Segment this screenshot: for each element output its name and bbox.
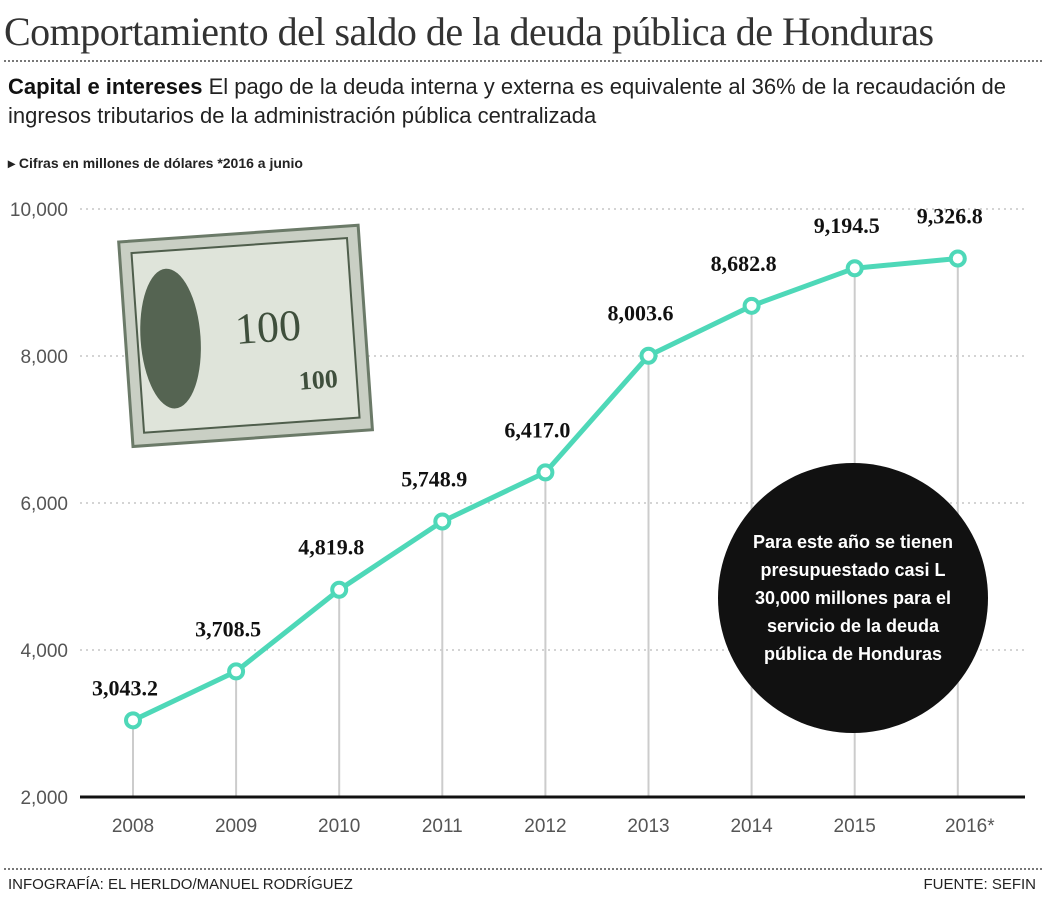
money-denomination-2: 100 bbox=[298, 364, 339, 396]
info-bubble: Para este año se tienen presupuestado ca… bbox=[718, 463, 988, 733]
x-tick-label: 2016* bbox=[945, 816, 995, 837]
data-label: 8,003.6 bbox=[608, 301, 674, 326]
credit: INFOGRAFÍA: EL HERLDO/MANUEL RODRÍGUEZ bbox=[8, 876, 353, 893]
data-point bbox=[330, 580, 349, 599]
data-point bbox=[948, 249, 967, 268]
y-tick-label: 2,000 bbox=[20, 788, 68, 809]
chart-title: Comportamiento del saldo de la deuda púb… bbox=[4, 9, 934, 54]
data-label: 8,682.8 bbox=[711, 251, 777, 276]
data-point bbox=[845, 259, 864, 278]
x-tick-label: 2011 bbox=[422, 816, 463, 837]
y-tick-label: 10,000 bbox=[10, 200, 68, 221]
units-note: ▸ Cifras en millones de dólares *2016 a … bbox=[8, 155, 303, 171]
money-illustration: 100 100 bbox=[117, 223, 375, 449]
data-point bbox=[742, 296, 761, 315]
data-label: 3,708.5 bbox=[195, 616, 261, 641]
data-label: 3,043.2 bbox=[92, 675, 158, 700]
y-tick-label: 6,000 bbox=[20, 494, 68, 515]
data-label: 5,748.9 bbox=[401, 466, 467, 491]
data-label: 9,326.8 bbox=[917, 203, 983, 228]
x-tick-label: 2009 bbox=[215, 816, 257, 837]
data-label: 6,417.0 bbox=[504, 417, 570, 442]
x-tick-label: 2008 bbox=[112, 816, 154, 837]
x-tick-label: 2013 bbox=[627, 816, 669, 837]
data-point bbox=[536, 463, 555, 482]
data-label: 4,819.8 bbox=[298, 535, 364, 560]
x-tick-label: 2012 bbox=[524, 816, 566, 837]
subtitle-text: El pago de la deuda interna y externa es… bbox=[8, 74, 1007, 128]
data-point bbox=[639, 346, 658, 365]
subtitle-bold: Capital e intereses bbox=[8, 74, 203, 99]
source: FUENTE: SEFIN bbox=[923, 876, 1036, 893]
divider bbox=[4, 60, 1042, 62]
units-note-text: Cifras en millones de dólares *2016 a ju… bbox=[18, 155, 303, 171]
divider bbox=[4, 868, 1042, 870]
money-denomination: 100 bbox=[233, 301, 302, 354]
data-point bbox=[227, 662, 246, 681]
data-point bbox=[433, 512, 452, 531]
data-point bbox=[124, 711, 142, 730]
data-label: 9,194.5 bbox=[814, 213, 880, 238]
x-tick-label: 2014 bbox=[730, 816, 773, 837]
y-tick-label: 8,000 bbox=[20, 347, 68, 368]
y-tick-label: 4,000 bbox=[20, 641, 68, 662]
x-tick-label: 2015 bbox=[834, 816, 876, 837]
subtitle: Capital e intereses El pago de la deuda … bbox=[8, 72, 1028, 130]
x-tick-label: 2010 bbox=[318, 816, 360, 837]
